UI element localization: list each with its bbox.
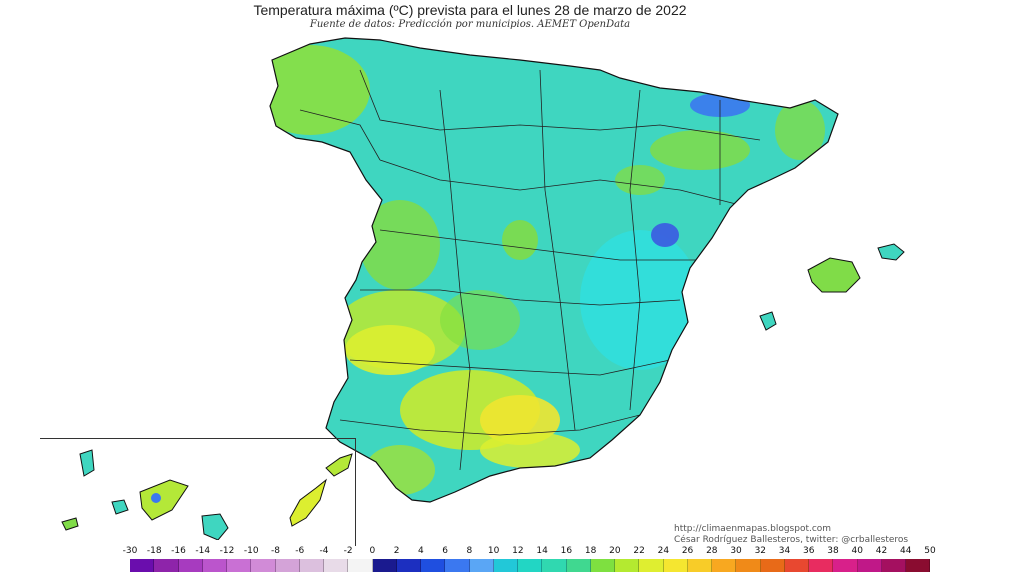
legend-swatch: [227, 559, 252, 572]
credits: http://climaenmapas.blogspot.com César R…: [674, 524, 908, 546]
color-legend: [130, 559, 931, 572]
map-title: Temperatura máxima (ºC) prevista para el…: [253, 2, 687, 18]
legend-swatch: [396, 559, 421, 572]
legend-tick-label: 42: [875, 546, 888, 556]
legend-swatch: [299, 559, 324, 572]
legend-tick-label: -30: [122, 546, 138, 556]
credits-author: César Rodríguez Ballesteros, twitter: @c…: [674, 535, 909, 545]
legend-tick-label: -2: [343, 546, 353, 556]
legend-swatch: [712, 559, 737, 572]
legend-swatch: [324, 559, 349, 572]
legend-swatch: [881, 559, 906, 572]
temperature-map: [0, 30, 1024, 541]
legend-tick-label: 4: [418, 546, 424, 556]
legend-swatch: [372, 559, 397, 572]
legend-swatch: [348, 559, 373, 572]
legend-tick-label: -4: [319, 546, 329, 556]
legend-swatch: [639, 559, 664, 572]
legend-tick-label: -18: [146, 546, 162, 556]
canary-inset-frame: [40, 438, 356, 546]
legend-swatch: [809, 559, 834, 572]
legend-tick-label: 32: [754, 546, 767, 556]
legend-tick-label: 40: [851, 546, 863, 556]
legend-tick-label: 30: [730, 546, 742, 556]
legend-swatch: [736, 559, 761, 572]
balearic-islands: [759, 243, 905, 331]
legend-swatch: [760, 559, 785, 572]
legend-swatch: [251, 559, 276, 572]
legend-swatch: [445, 559, 470, 572]
legend-swatch: [493, 559, 518, 572]
legend-tick-label: 38: [827, 546, 839, 556]
legend-tick-label: 28: [706, 546, 718, 556]
legend-tick-label: 50: [924, 546, 936, 556]
legend-tick-label: 18: [584, 546, 597, 556]
legend-swatch: [275, 559, 300, 572]
legend-tick-label: -14: [195, 546, 211, 556]
canary-islands: [61, 449, 353, 541]
legend-swatch: [784, 559, 809, 572]
legend-tick-label: 0: [369, 546, 376, 556]
legend-swatch: [590, 559, 615, 572]
legend-swatch: [130, 559, 155, 572]
legend-tick-label: -16: [171, 546, 186, 556]
legend-swatch: [469, 559, 494, 572]
legend-swatch: [566, 559, 591, 572]
legend-swatch: [615, 559, 640, 572]
legend-swatch: [542, 559, 567, 572]
legend-tick-label: 22: [633, 546, 645, 556]
legend-tick-label: 34: [778, 546, 791, 556]
legend-tick-label: 20: [609, 546, 621, 556]
legend-ticks: -30 -18 -16 -14 -12 -10 -8 -6 -4 -2 0 2 4 6 8 10 12 14 16 1…: [123, 546, 936, 558]
legend-swatch: [178, 559, 203, 572]
legend-swatch: [857, 559, 882, 572]
peninsula-region: [269, 37, 839, 503]
legend-tick-label: -6: [295, 546, 305, 556]
legend-tick-label: 36: [803, 546, 815, 556]
legend-tick-label: 44: [900, 546, 912, 556]
legend-tick-label: -10: [243, 546, 259, 556]
legend-tick-label: 6: [442, 546, 449, 556]
legend-swatch: [687, 559, 712, 572]
legend-tick-label: -12: [219, 546, 235, 556]
legend-swatch: [906, 559, 931, 572]
legend-tick-label: -8: [270, 546, 280, 556]
legend-swatch: [518, 559, 543, 572]
legend-tick-label: 14: [536, 546, 548, 556]
legend-tick-label: 2: [393, 546, 400, 556]
legend-swatch: [833, 559, 858, 572]
map-subtitle: Fuente de datos: Predicción por municipi…: [309, 19, 631, 30]
legend-tick-label: 26: [681, 546, 694, 556]
legend-swatch: [421, 559, 446, 572]
legend-tick-label: 16: [560, 546, 573, 556]
credits-blog: http://climaenmapas.blogspot.com: [674, 524, 832, 534]
legend-swatch: [202, 559, 227, 572]
legend-tick-label: 12: [512, 546, 524, 556]
legend-swatch: [154, 559, 179, 572]
legend-swatch: [663, 559, 688, 572]
legend-tick-label: 10: [487, 546, 500, 556]
legend-tick-label: 8: [466, 546, 473, 556]
legend-tick-label: 24: [657, 546, 670, 556]
